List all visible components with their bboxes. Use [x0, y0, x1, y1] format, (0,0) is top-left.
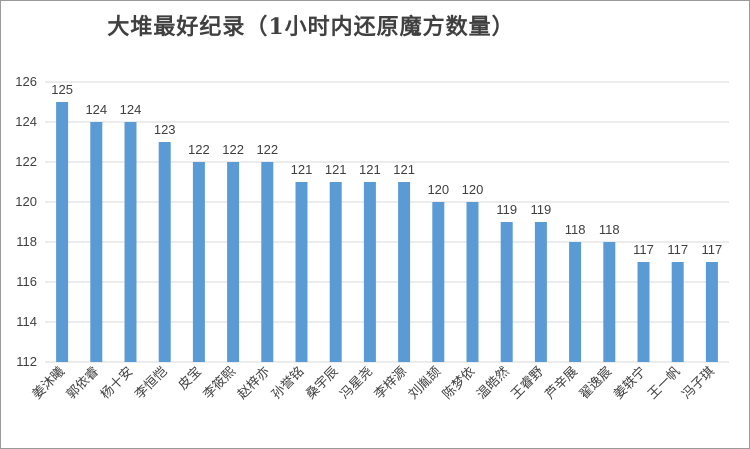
x-category-label: 杨十安 [98, 364, 136, 402]
data-label: 120 [427, 182, 449, 197]
bars [56, 102, 718, 362]
x-category-label: 郭依睿 [63, 364, 102, 403]
x-category-label: 芦辛展 [543, 364, 581, 402]
bar [192, 162, 205, 362]
bar [56, 102, 69, 362]
data-label: 121 [291, 162, 313, 177]
x-category-label: 李恒恺 [132, 364, 170, 402]
data-label: 118 [599, 222, 620, 237]
x-category-label: 孙誉铭 [269, 364, 307, 402]
y-tick-label: 120 [15, 194, 37, 209]
x-category-label: 温皓然 [474, 364, 513, 403]
y-axis-ticks: 112 114 116 118 120 122 124 126 [15, 74, 37, 369]
data-label: 125 [51, 82, 73, 97]
y-tick-label: 126 [15, 74, 37, 89]
data-label: 117 [633, 242, 654, 257]
x-category-label: 赵梓亦 [234, 364, 273, 403]
x-category-label: 刘胤颉 [405, 364, 444, 403]
data-label: 121 [359, 162, 381, 177]
bar [500, 222, 513, 362]
y-tick-label: 112 [16, 354, 37, 369]
bar [261, 162, 274, 362]
y-tick-label: 114 [16, 314, 37, 329]
bar [158, 142, 171, 362]
bar [432, 202, 445, 362]
x-category-label: 王睿野 [509, 364, 547, 402]
y-tick-label: 122 [15, 154, 37, 169]
data-labels: 125 124 124 123 122 122 122 121 121 121 121 120 120 1… [51, 82, 722, 257]
bar [363, 182, 376, 362]
x-category-label: 翟逸宸 [576, 364, 615, 403]
bar [227, 162, 240, 362]
data-label: 122 [222, 142, 244, 157]
x-category-label: 冯星尧 [338, 364, 376, 402]
data-label: 122 [188, 142, 210, 157]
bar [603, 242, 616, 362]
x-category-label: 陈梦依 [439, 364, 478, 403]
data-label: 118 [565, 222, 586, 237]
x-category-label: 李筱熙 [200, 364, 239, 403]
x-category-label: 冯子琪 [680, 364, 718, 402]
x-category-label: 王一帆 [645, 364, 683, 402]
data-label: 124 [85, 102, 107, 117]
bar [295, 182, 308, 362]
data-label: 121 [393, 162, 415, 177]
x-category-label: 皮宝 [176, 364, 205, 393]
x-category-label: 桑宇辰 [303, 364, 341, 402]
data-label: 119 [531, 202, 552, 217]
bar [466, 202, 479, 362]
bar [124, 122, 137, 362]
bar [398, 182, 411, 362]
y-tick-label: 116 [16, 274, 37, 289]
data-label: 121 [325, 162, 347, 177]
x-category-label: 李梓源 [372, 364, 410, 402]
bar [569, 242, 582, 362]
data-label: 117 [667, 242, 688, 257]
chart-title: 大堆最好纪录（1小时内还原魔方数量） [107, 14, 515, 40]
data-label: 117 [702, 242, 723, 257]
data-label: 119 [496, 202, 517, 217]
bar [329, 182, 342, 362]
y-tick-label: 118 [16, 234, 37, 249]
data-label: 120 [462, 182, 484, 197]
data-label: 122 [256, 142, 278, 157]
x-category-label: 姜轶宁 [610, 364, 649, 403]
gridlines [45, 81, 729, 363]
bar [705, 262, 718, 362]
bar [534, 222, 547, 362]
bar [90, 122, 103, 362]
y-tick-label: 124 [15, 114, 37, 129]
bar [637, 262, 650, 362]
data-label: 123 [154, 122, 176, 137]
data-label: 124 [120, 102, 142, 117]
x-category-label: 姜沐曦 [29, 364, 68, 403]
bar [671, 262, 684, 362]
